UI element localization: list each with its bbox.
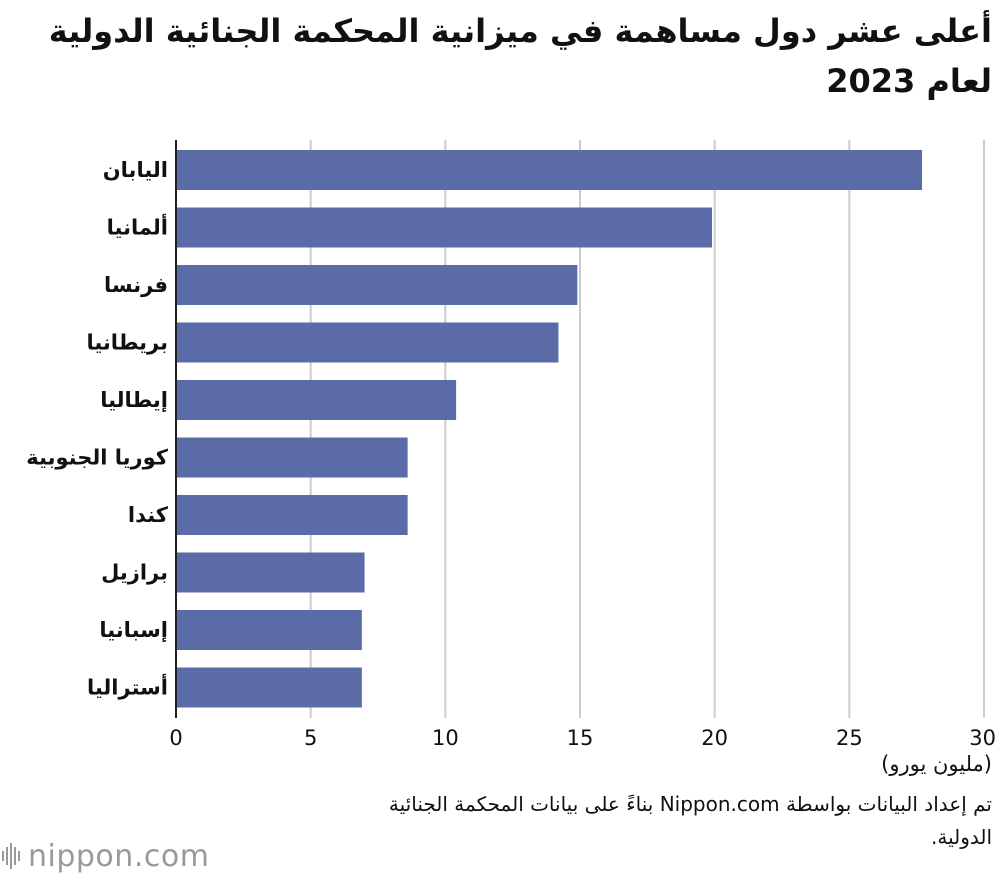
category-label: إيطاليا <box>100 388 168 412</box>
source-note: تم إعداد البيانات بواسطة Nippon.com بناء… <box>388 792 992 849</box>
bar <box>176 610 362 650</box>
x-tick-label: 15 <box>567 726 594 750</box>
category-label: برازيل <box>101 561 168 585</box>
x-tick-label: 30 <box>969 726 996 750</box>
bar <box>176 150 923 190</box>
bar <box>176 207 712 248</box>
bar <box>176 552 365 593</box>
logo-bars-icon <box>2 843 20 869</box>
bar <box>176 265 578 305</box>
bar <box>176 380 457 420</box>
bar <box>176 437 408 478</box>
category-label: ألمانيا <box>107 213 168 240</box>
category-label: إسبانيا <box>99 618 168 642</box>
x-tick-label: 0 <box>169 726 182 750</box>
bar-chart: اليابان ألمانيا فرنسا بريطانيا إيطاليا كوريا … <box>26 140 996 750</box>
chart-title: أعلى عشر دول مساهمة في ميزانية المحكمة ا… <box>48 12 992 100</box>
category-label: كوريا الجنوبية <box>26 446 168 470</box>
nippon-logo: nippon.com <box>2 834 209 878</box>
bar <box>176 667 362 708</box>
x-tick-label: 25 <box>836 726 863 750</box>
category-label: اليابان <box>103 158 168 182</box>
bar <box>176 495 408 535</box>
category-label: فرنسا <box>104 273 168 297</box>
category-label: أستراليا <box>87 673 168 700</box>
bar <box>176 322 559 363</box>
x-tick-label: 10 <box>432 726 459 750</box>
category-label: بريطانيا <box>86 331 168 355</box>
x-axis-unit-label: (مليون يورو) <box>881 752 992 776</box>
x-tick-label: 5 <box>304 726 317 750</box>
x-tick-label: 20 <box>701 726 728 750</box>
category-label: كندا <box>128 503 169 527</box>
logo-wordmark: nippon.com <box>28 838 210 874</box>
